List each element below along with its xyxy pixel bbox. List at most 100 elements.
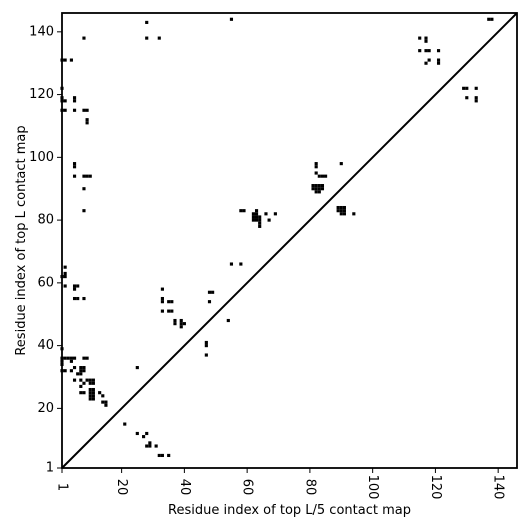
contact-point <box>69 58 73 62</box>
contact-point <box>167 309 171 313</box>
contact-point <box>314 190 318 194</box>
contact-point <box>465 86 469 90</box>
contact-point <box>173 318 177 323</box>
contact-point <box>91 397 95 401</box>
contact-point <box>204 353 208 357</box>
contact-point <box>242 209 246 213</box>
contact-point <box>204 340 208 345</box>
contact-point <box>82 209 86 213</box>
contact-point <box>179 322 183 326</box>
contact-point <box>254 209 259 213</box>
contact-point <box>251 212 255 216</box>
contact-point <box>314 165 318 169</box>
contact-point <box>490 17 494 21</box>
contact-point <box>339 162 343 166</box>
contact-point <box>251 218 255 222</box>
contact-point <box>88 381 92 385</box>
contact-point <box>170 300 174 304</box>
y-tick-label: 140 <box>29 24 54 39</box>
contact-point <box>91 378 95 382</box>
contact-point <box>145 431 149 436</box>
contact-point <box>336 205 340 210</box>
contact-point <box>79 378 83 382</box>
contact-point <box>167 453 171 458</box>
contact-point <box>76 372 80 376</box>
contact-point <box>91 387 95 392</box>
y-tick-label: 1 <box>46 461 54 476</box>
x-tick-label: 100 <box>365 475 380 500</box>
contact-point <box>342 209 346 213</box>
y-tick-label: 20 <box>37 401 54 416</box>
contact-point <box>72 287 77 291</box>
contact-point <box>98 391 102 395</box>
contact-point <box>320 184 325 188</box>
y-tick-label: 100 <box>29 150 54 165</box>
contact-point <box>311 187 315 191</box>
contact-point <box>167 300 171 304</box>
contact-point <box>204 344 208 348</box>
contact-point <box>320 174 325 178</box>
contact-point <box>258 218 262 222</box>
contact-point <box>239 262 243 266</box>
contact-point <box>258 215 262 219</box>
x-tick-label: 40 <box>177 479 192 496</box>
contact-point <box>418 36 422 40</box>
contact-point <box>72 284 77 288</box>
contact-point <box>258 221 262 225</box>
contact-point <box>317 174 321 178</box>
contact-point <box>82 174 86 178</box>
plot-frame <box>61 12 518 469</box>
contact-point <box>427 58 431 62</box>
x-tick-label: 20 <box>114 479 129 496</box>
contact-points <box>60 17 494 458</box>
contact-point <box>72 96 77 100</box>
contact-point <box>314 184 318 188</box>
contact-point <box>229 262 234 266</box>
contact-point <box>101 394 105 398</box>
contact-point <box>79 369 83 373</box>
contact-point <box>104 403 108 407</box>
contact-point <box>264 212 268 216</box>
contact-point <box>66 356 70 360</box>
contact-point <box>487 17 491 21</box>
contact-point <box>88 394 92 398</box>
contact-point <box>160 296 164 301</box>
contact-point <box>145 20 149 24</box>
contact-point <box>88 174 92 178</box>
contact-point <box>82 356 86 360</box>
x-tick-label: 120 <box>428 475 443 500</box>
contact-point <box>462 86 466 90</box>
contact-point <box>160 453 164 458</box>
contact-point <box>254 218 259 222</box>
contact-point <box>69 369 73 373</box>
contact-point <box>69 356 73 360</box>
contact-point <box>342 205 346 210</box>
x-tick-label: 80 <box>302 479 317 496</box>
contact-point <box>436 61 441 65</box>
contact-point <box>82 366 86 370</box>
contact-point <box>85 356 89 360</box>
contact-point <box>72 366 77 370</box>
contact-point <box>267 218 271 222</box>
y-axis-label: Residue index of top L contact map <box>14 125 29 355</box>
contact-point <box>157 453 161 458</box>
contact-point <box>170 309 174 313</box>
contact-point <box>418 49 422 53</box>
contact-point <box>63 271 67 276</box>
x-tick-label: 1 <box>55 483 70 491</box>
contact-point <box>72 99 77 103</box>
contact-point <box>254 212 259 216</box>
x-tick-label: 60 <box>240 479 255 496</box>
contact-point <box>88 391 92 395</box>
contact-point <box>85 108 89 112</box>
contact-point <box>314 171 318 175</box>
contact-point <box>72 174 77 178</box>
contact-point <box>63 356 67 360</box>
contact-point <box>63 265 67 269</box>
contact-point <box>424 39 428 43</box>
contact-point <box>85 118 89 122</box>
contact-point <box>229 17 234 21</box>
contact-point <box>336 209 340 213</box>
contact-point <box>207 300 212 304</box>
contact-point <box>226 318 230 323</box>
